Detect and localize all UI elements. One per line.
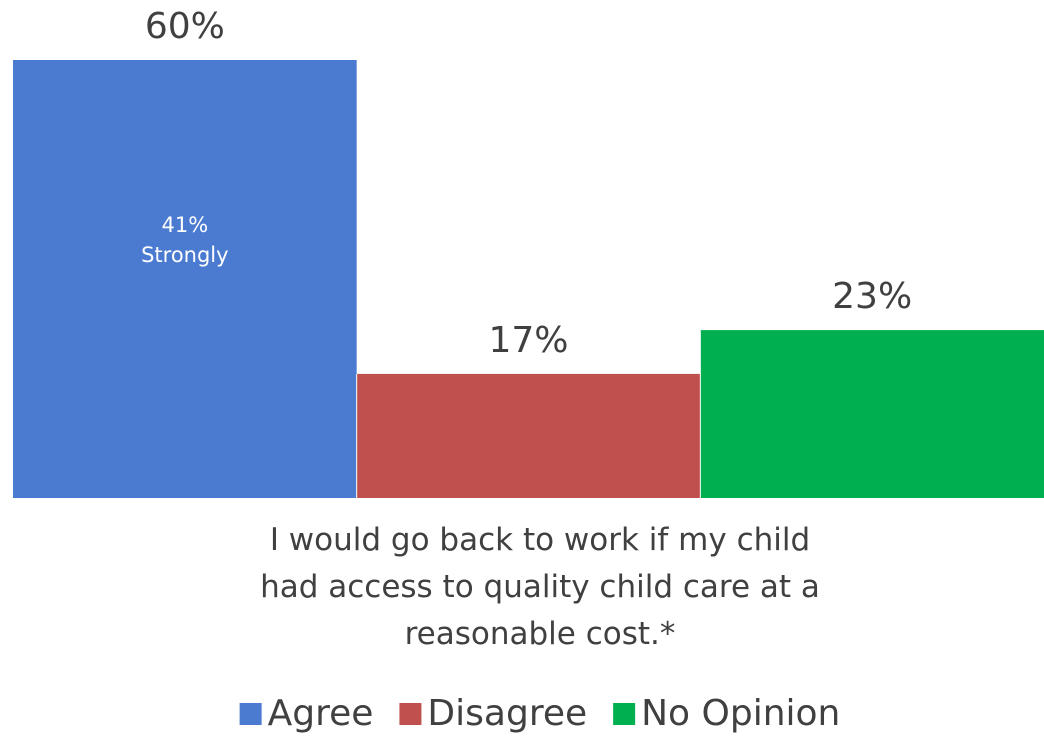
- legend-swatch-no-opinion: [613, 703, 636, 725]
- legend-label-agree: Agree: [268, 693, 374, 734]
- legend-swatch-agree: [239, 703, 262, 725]
- legend-label-disagree: Disagree: [427, 693, 587, 734]
- inner-label-agree-line-2: Strongly: [141, 243, 229, 267]
- inner-label-agree-line-1: 41%: [161, 213, 208, 237]
- data-label-no-opinion: 23%: [832, 276, 912, 317]
- legend-label-no-opinion: No Opinion: [641, 693, 840, 734]
- bar-no-opinion: [700, 330, 1044, 498]
- data-label-disagree: 17%: [488, 320, 568, 361]
- bar-disagree: [356, 373, 701, 498]
- value-labels-group: 60% 17% 23%: [145, 6, 912, 361]
- category-label-line-2: had access to quality child care at a: [260, 569, 820, 605]
- data-label-agree: 60%: [145, 6, 225, 47]
- legend-swatch-disagree: [399, 703, 422, 725]
- inner-labels-group: 41% Strongly: [141, 213, 229, 267]
- category-label-line-3: reasonable cost.*: [405, 616, 676, 652]
- category-label-group: I would go back to work if my child had a…: [260, 522, 820, 652]
- bars-group: [13, 60, 1044, 498]
- bar-agree: [13, 60, 357, 498]
- category-label-line-1: I would go back to work if my child: [270, 522, 810, 558]
- legend: Agree Disagree No Opinion: [239, 693, 840, 734]
